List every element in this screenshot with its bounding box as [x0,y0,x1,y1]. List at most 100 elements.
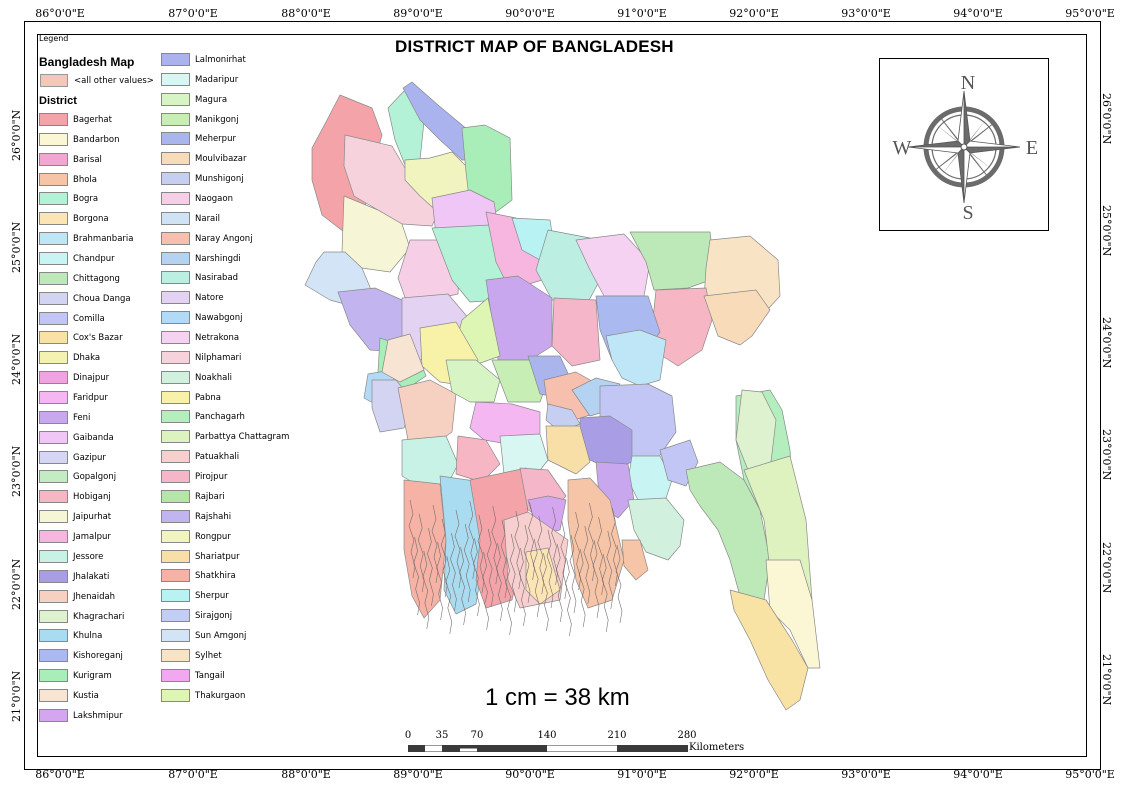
graticule-label: 86°0'0"E [35,768,85,781]
legend-swatch [39,510,68,524]
coastal-creek-line [408,499,416,579]
legend-swatch [39,549,68,563]
legend-swatch [39,232,68,246]
legend-swatch [39,113,68,126]
legend-label: Jhenaidah [73,591,116,602]
legend-label: Faridpur [73,393,108,404]
coastal-creek-line [477,514,485,594]
legend-label: Barisal [73,154,102,165]
legend-swatch [161,529,190,543]
graticule-label: 95°0'0"E [1065,768,1115,781]
legend-label: Comilla [73,313,105,324]
legend-swatch [161,192,190,206]
legend-swatch [161,450,190,464]
legend-swatch [161,331,190,345]
coastal-creek-line [454,509,462,589]
legend-swatch [39,192,68,206]
map-title: DISTRICT MAP OF BANGLADESH [395,37,674,56]
legend-swatch [161,688,190,702]
coastal-creek-line [491,505,499,585]
legend-swatch [39,172,68,186]
legend-label: Sirajgonj [195,611,233,622]
north-arrow-box: N S E W [879,58,1049,231]
coastal-creek-line [560,520,568,600]
coastal-creek-line [606,530,614,610]
district-polygon [397,379,457,447]
coastal-creek-line [565,557,572,637]
district-polygon [729,589,809,711]
legend-swatch [161,152,190,166]
inner-neatline [37,34,1087,757]
coastal-creek-line [523,524,531,604]
coastal-creek-line [431,504,439,584]
legend-label: Jamalpur [73,532,111,543]
graticule-label: 89°0'0"E [393,768,443,781]
legend-label: Narail [195,213,220,224]
coastal-creek-line [597,516,604,596]
coastal-creek-line [542,552,549,632]
scale-label: 70 [470,730,484,741]
coastal-creek-line [473,537,480,617]
graticule-label: 90°0'0"E [505,7,555,20]
coastal-creek-line [500,519,508,599]
coastal-creek-line [450,532,457,612]
legend-label: Lalmonirhat [195,55,246,65]
coastal-creek-line [574,511,581,591]
legend-swatch [39,609,68,623]
legend-swatch [39,311,68,325]
legend-swatch [39,132,68,146]
legend-swatch [161,489,190,503]
legend-label: Choua Danga [73,293,131,304]
district-polygon [403,479,447,619]
legend-label: Bagerhat [73,115,112,125]
legend-label: Jessore [73,551,104,562]
scale-label: 280 [677,730,697,741]
legend-label: Sherpur [195,591,229,602]
legend-swatch [39,688,68,702]
graticule-label: 87°0'0"E [168,768,218,781]
legend-caption: Legend [39,34,69,43]
coastal-creek-line [601,553,609,633]
district-polygon [605,329,667,387]
coastal-creek-line [459,546,466,626]
graticule-label: 94°0'0"E [953,768,1003,781]
district-polygon [381,333,425,383]
legend-swatch [39,212,68,226]
legend-swatch [39,530,68,544]
legend-swatch [161,430,190,444]
graticule-label: 91°0'0"E [617,7,667,20]
legend-label: Noakhali [195,372,233,383]
coastal-creek-line [588,502,595,582]
legend-label: Khulna [73,631,103,642]
graticule-label: 89°0'0"E [393,7,443,20]
legend-label: Dinajpur [73,373,110,384]
district-polygon [621,539,649,581]
legend-swatch [39,410,68,424]
legend-label: Gazipur [73,452,106,463]
legend-label: Moulvibazar [195,154,247,165]
coastal-creek-line [436,541,443,621]
graticule-label: 93°0'0"E [841,7,891,20]
district-polygon [703,289,771,346]
legend-swatch [39,351,68,365]
coastal-creek-line [551,506,558,586]
legend-label: Nawabgonj [195,313,243,324]
legend-swatch [161,628,190,642]
legend-swatch [161,92,190,106]
legend-label: Rajshahi [195,511,232,522]
legend-label: Sun Amgonj [195,630,247,641]
legend-other-swatch [40,74,68,87]
legend-swatch [161,410,190,424]
legend-label: Bandarbon [73,134,120,145]
compass-n-label: N [961,72,975,94]
legend-label: Patuakhali [195,452,240,463]
legend-label: Magura [195,94,228,105]
legend-label: Kurigram [73,671,112,682]
scale-label: 210 [607,730,627,741]
legend-swatch [39,629,68,643]
legend-label: Shatkhira [195,571,236,582]
coastal-creek-line [578,548,586,628]
legend-label: Bhola [73,174,97,185]
legend-label: Jaipurhat [73,512,112,523]
legend-label: Naray Angonj [195,233,253,244]
